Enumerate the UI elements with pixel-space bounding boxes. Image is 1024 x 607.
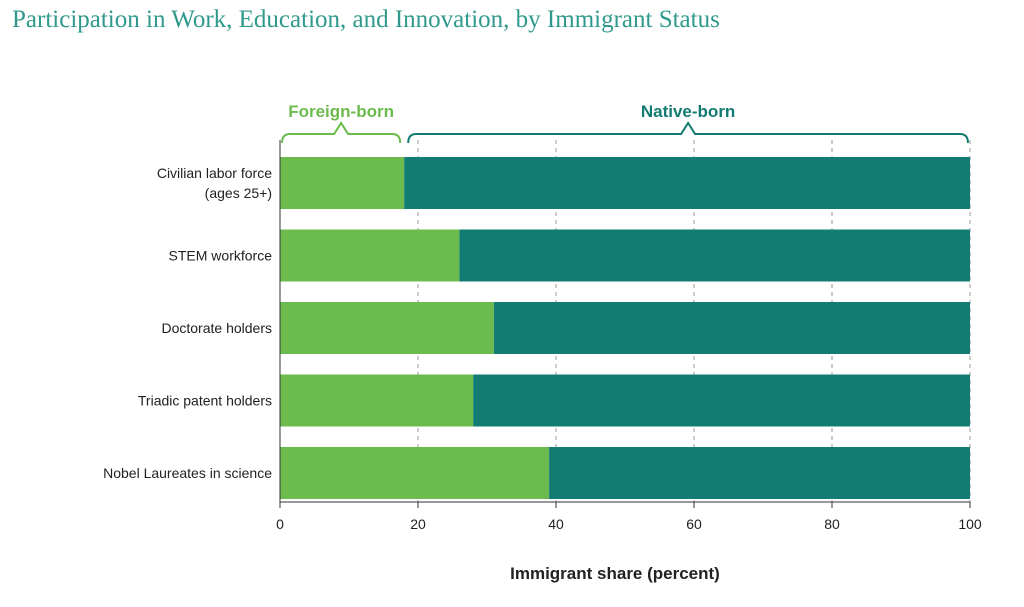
bar-foreign-0 bbox=[280, 157, 405, 209]
legend-label-foreign: Foreign-born bbox=[288, 102, 394, 121]
tick-label-40: 40 bbox=[548, 516, 564, 532]
tick-label-20: 20 bbox=[410, 516, 426, 532]
category-label-4-0: Nobel Laureates in science bbox=[103, 465, 272, 481]
category-label-3-0: Triadic patent holders bbox=[138, 393, 272, 409]
category-label-2-0: Doctorate holders bbox=[161, 320, 272, 336]
group-brackets: Foreign-born Native-born bbox=[281, 102, 969, 144]
tick-label-80: 80 bbox=[824, 516, 840, 532]
tick-label-0: 0 bbox=[276, 516, 284, 532]
bracket-foreign bbox=[281, 121, 402, 144]
bar-native-4 bbox=[549, 447, 970, 499]
tick-label-100: 100 bbox=[958, 516, 982, 532]
category-labels: Civilian labor force (ages 25+) STEM workf… bbox=[103, 165, 272, 481]
bar-foreign-1 bbox=[280, 229, 460, 282]
bar-foreign-4 bbox=[280, 447, 550, 499]
bar-native-3 bbox=[473, 374, 970, 427]
category-label-0-1: (ages 25+) bbox=[205, 185, 272, 201]
bar-native-0 bbox=[404, 157, 970, 209]
bar-native-2 bbox=[493, 302, 970, 354]
bracket-native bbox=[407, 121, 969, 144]
bar-native-1 bbox=[459, 229, 970, 282]
bar-foreign-3 bbox=[280, 374, 474, 427]
chart-title: Participation in Work, Education, and In… bbox=[12, 6, 720, 33]
category-label-1-0: STEM workforce bbox=[169, 248, 273, 264]
bar-foreign-2 bbox=[280, 302, 494, 354]
bars bbox=[280, 157, 970, 499]
x-axis: 0 20 40 60 80 100 Immigrant share (percent) bbox=[276, 140, 982, 583]
stacked-bar-chart: 0 20 40 60 80 100 Immigrant share (percent) Ci… bbox=[103, 102, 982, 583]
legend-label-native: Native-born bbox=[641, 102, 735, 121]
category-label-0-0: Civilian labor force bbox=[157, 165, 272, 181]
tick-label-60: 60 bbox=[686, 516, 702, 532]
x-axis-label: Immigrant share (percent) bbox=[510, 564, 720, 583]
chart-panel: 0 20 40 60 80 100 Immigrant share (percent) Ci… bbox=[0, 88, 1024, 607]
